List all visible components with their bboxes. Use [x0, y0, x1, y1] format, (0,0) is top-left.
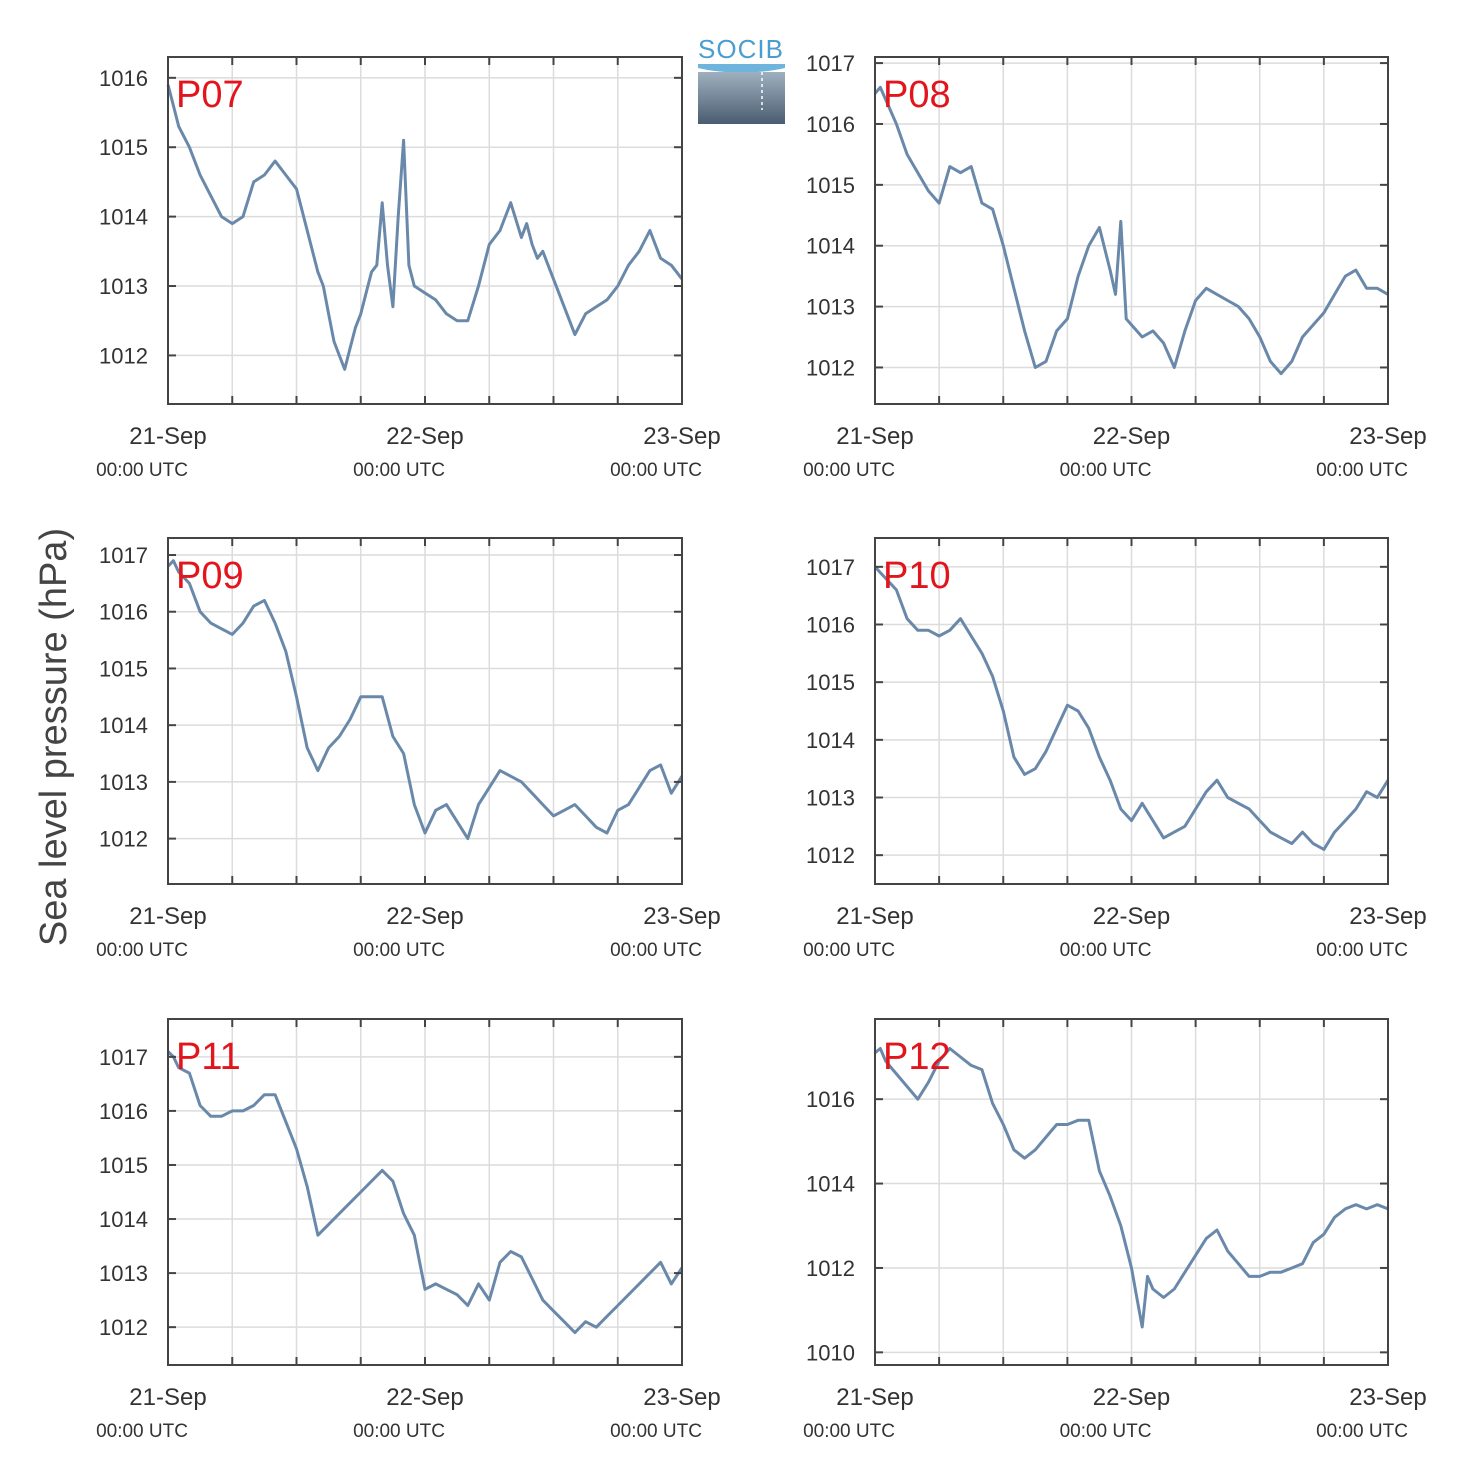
- x-tick-sublabel: 00:00 UTC: [1060, 940, 1152, 961]
- y-tick-label: 1012: [806, 355, 855, 380]
- x-tick-sublabel: 00:00 UTC: [353, 940, 445, 961]
- x-tick-label: 22-Sep: [386, 423, 463, 450]
- x-tick-sublabel: 00:00 UTC: [96, 940, 188, 961]
- y-tick-label: 1013: [99, 274, 148, 299]
- y-tick-label: 1014: [99, 1207, 148, 1232]
- series-line-p12: [874, 1047, 1389, 1329]
- panel-p08: 1012 1013 1014 1015 1016 1017 21-Sep 00:00 UTC 2…: [803, 51, 1427, 481]
- y-tick-label: 1013: [99, 1261, 148, 1286]
- y-tick-label: 1013: [806, 786, 855, 811]
- y-tick-label: 1017: [806, 51, 855, 76]
- x-tick-sublabel: 00:00 UTC: [1060, 1421, 1152, 1442]
- y-tick-label: 1017: [99, 543, 148, 568]
- y-tick-label: 1015: [99, 135, 148, 160]
- y-tick-label: 1016: [99, 600, 148, 625]
- series-line-p10: [873, 565, 1390, 851]
- y-tick-label: 1017: [99, 1045, 148, 1070]
- x-tick-label: 23-Sep: [643, 423, 720, 450]
- x-tick-sublabel: 00:00 UTC: [1316, 1421, 1408, 1442]
- series-line-p11: [166, 1050, 684, 1335]
- x-tick-sublabel: 00:00 UTC: [353, 1421, 445, 1442]
- y-tick-label: 1017: [806, 555, 855, 580]
- panel-p11: 1012 1013 1014 1015 1016 1017 21-Sep 00:00 UTC 2…: [96, 1018, 721, 1442]
- series-line-p07: [166, 84, 684, 371]
- panel-label: P10: [883, 555, 951, 597]
- panel-label: P07: [176, 74, 244, 116]
- x-tick-label: 21-Sep: [836, 423, 913, 450]
- series-line-p08: [873, 85, 1389, 376]
- y-tick-label: 1016: [806, 613, 855, 638]
- y-tick-label: 1014: [99, 205, 148, 230]
- x-tick-label: 21-Sep: [129, 1384, 206, 1411]
- y-tick-label: 1014: [806, 234, 855, 259]
- x-tick-label: 22-Sep: [1093, 423, 1170, 450]
- x-tick-label: 23-Sep: [1349, 423, 1426, 450]
- x-tick-label: 23-Sep: [643, 903, 720, 930]
- y-axis-label: Sea level pressure (hPa): [33, 528, 75, 946]
- x-tick-sublabel: 00:00 UTC: [353, 460, 445, 481]
- x-tick-label: 23-Sep: [1349, 903, 1426, 930]
- x-tick-sublabel: 00:00 UTC: [610, 940, 702, 961]
- y-tick-label: 1013: [99, 770, 148, 795]
- y-tick-label: 1012: [99, 343, 148, 368]
- y-tick-label: 1012: [806, 843, 855, 868]
- series-line-p09: [166, 559, 684, 841]
- panel-label: P11: [176, 1036, 241, 1078]
- y-tick-label: 1012: [99, 827, 148, 852]
- panel-label: P12: [883, 1036, 951, 1078]
- x-tick-sublabel: 00:00 UTC: [96, 460, 188, 481]
- panel-label: P09: [176, 555, 244, 597]
- x-tick-label: 23-Sep: [1349, 1384, 1426, 1411]
- x-tick-sublabel: 00:00 UTC: [96, 1421, 188, 1442]
- y-tick-label: 1016: [99, 66, 148, 91]
- x-tick-sublabel: 00:00 UTC: [803, 940, 895, 961]
- panel-p10: 1012 1013 1014 1015 1016 1017 21-Sep 00:00 UTC 2…: [803, 537, 1427, 961]
- logo-text: SOCIB: [698, 34, 784, 64]
- x-tick-sublabel: 00:00 UTC: [610, 460, 702, 481]
- x-tick-sublabel: 00:00 UTC: [803, 1421, 895, 1442]
- x-tick-label: 22-Sep: [386, 1384, 463, 1411]
- y-tick-label: 1015: [99, 1153, 148, 1178]
- y-tick-label: 1015: [806, 173, 855, 198]
- panel-p12: 1010 1012 1014 1016 21-Sep 00:00 UTC 22-Sep 00:…: [803, 1018, 1427, 1442]
- y-tick-label: 1013: [806, 295, 855, 320]
- x-tick-sublabel: 00:00 UTC: [1316, 940, 1408, 961]
- x-tick-label: 22-Sep: [386, 903, 463, 930]
- socib-logo: SOCIB: [698, 34, 785, 124]
- x-tick-sublabel: 00:00 UTC: [1060, 460, 1152, 481]
- y-tick-label: 1012: [99, 1315, 148, 1340]
- y-tick-label: 1014: [806, 728, 855, 753]
- panels-container: 1012 1013 1014 1015 1016 21-Sep 00:00 UTC 22-Se…: [96, 51, 1427, 1442]
- y-tick-label: 1015: [806, 670, 855, 695]
- x-tick-sublabel: 00:00 UTC: [1316, 460, 1408, 481]
- y-tick-label: 1016: [806, 112, 855, 137]
- y-tick-label: 1014: [99, 713, 148, 738]
- y-tick-label: 1012: [806, 1256, 855, 1281]
- x-tick-label: 21-Sep: [836, 903, 913, 930]
- x-tick-label: 21-Sep: [129, 903, 206, 930]
- x-tick-label: 21-Sep: [129, 423, 206, 450]
- x-tick-label: 23-Sep: [643, 1384, 720, 1411]
- y-tick-label: 1014: [806, 1172, 855, 1197]
- x-tick-label: 22-Sep: [1093, 1384, 1170, 1411]
- x-tick-sublabel: 00:00 UTC: [803, 460, 895, 481]
- panel-p07: 1012 1013 1014 1015 1016 21-Sep 00:00 UTC 22-Se…: [96, 56, 721, 481]
- y-tick-label: 1015: [99, 656, 148, 681]
- y-tick-label: 1016: [99, 1099, 148, 1124]
- panel-label: P08: [883, 74, 951, 116]
- x-tick-sublabel: 00:00 UTC: [610, 1421, 702, 1442]
- y-tick-label: 1016: [806, 1087, 855, 1112]
- x-tick-label: 22-Sep: [1093, 903, 1170, 930]
- x-tick-label: 21-Sep: [836, 1384, 913, 1411]
- y-tick-label: 1010: [806, 1340, 855, 1365]
- panel-p09: 1012 1013 1014 1015 1016 1017 21-Sep 00:00 UTC 2…: [96, 537, 721, 961]
